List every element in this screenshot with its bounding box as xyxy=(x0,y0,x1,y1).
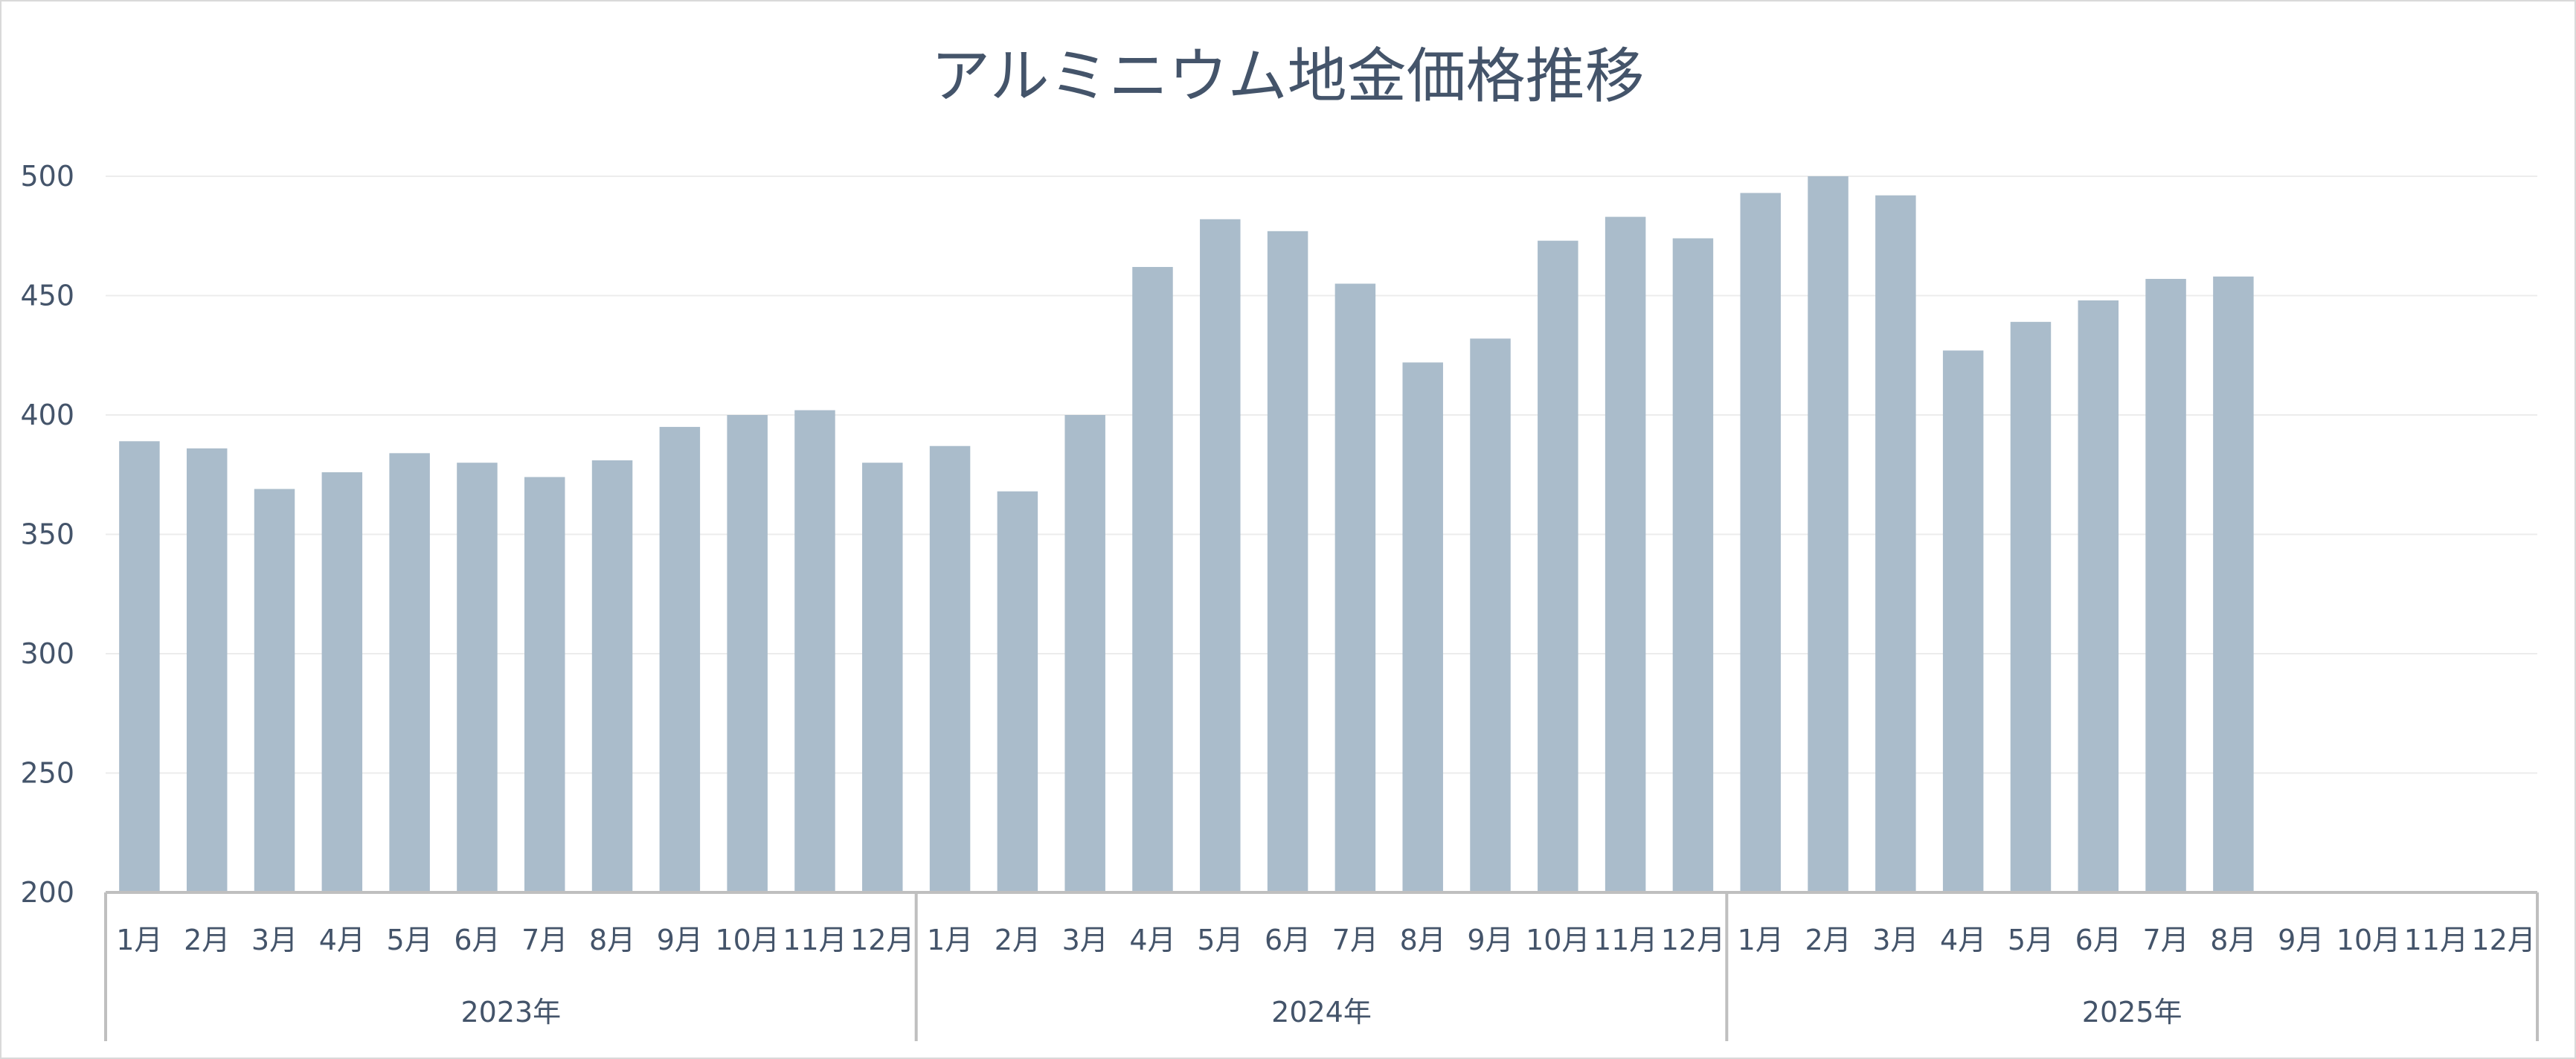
bar xyxy=(727,415,768,892)
y-tick-label: 450 xyxy=(20,280,74,312)
x-category-label: 5月 xyxy=(387,924,433,956)
x-category-label: 8月 xyxy=(2210,924,2256,956)
x-category-label: 12月 xyxy=(850,924,914,956)
x-category-label: 2月 xyxy=(995,924,1041,956)
y-tick-label: 300 xyxy=(20,637,74,670)
bar xyxy=(2145,279,2186,892)
bar xyxy=(1470,338,1511,892)
x-category-label: 11月 xyxy=(1593,924,1657,956)
x-category-label: 12月 xyxy=(1661,924,1725,956)
bar xyxy=(591,460,633,892)
y-axis: 200 250 300 350 400 450 500 xyxy=(20,160,74,909)
x-category-label: 6月 xyxy=(454,924,500,956)
x-category-label: 9月 xyxy=(657,924,703,956)
bar xyxy=(1875,195,1916,892)
bar xyxy=(794,410,835,892)
bar xyxy=(929,445,971,892)
x-category-label: 3月 xyxy=(1872,924,1918,956)
bar xyxy=(119,441,160,892)
x-category-label: 7月 xyxy=(2142,924,2188,956)
bar xyxy=(1740,193,1781,893)
chart-title: アルミニウム地金価格推移 xyxy=(931,42,1644,111)
bar xyxy=(1605,216,1646,892)
bar xyxy=(1334,283,1376,892)
bar xyxy=(1132,266,1173,893)
x-category-label: 7月 xyxy=(521,924,568,956)
y-tick-label: 200 xyxy=(20,876,74,909)
bar xyxy=(862,463,903,892)
x-category-label: 2月 xyxy=(1805,924,1851,956)
x-category-label: 8月 xyxy=(1400,924,1446,956)
bar xyxy=(1267,231,1308,893)
x-category-label: 1月 xyxy=(927,924,973,956)
x-category-label: 11月 xyxy=(783,924,847,956)
bar xyxy=(1538,240,1578,892)
x-category-label: 6月 xyxy=(1265,924,1311,956)
y-tick-label: 350 xyxy=(20,518,74,551)
x-category-label: 5月 xyxy=(1197,924,1243,956)
bar xyxy=(254,489,295,892)
bar xyxy=(186,448,228,892)
x-category-label: 4月 xyxy=(319,924,365,956)
x-category-label: 4月 xyxy=(1129,924,1175,956)
bar xyxy=(1064,415,1105,892)
x-group-label: 2023年 xyxy=(460,996,561,1029)
x-group-label: 2025年 xyxy=(2082,996,2182,1029)
x-category-label: 1月 xyxy=(1738,924,1784,956)
x-category-label: 3月 xyxy=(1062,924,1108,956)
bars xyxy=(119,176,2254,893)
x-category-label: 4月 xyxy=(1940,924,1986,956)
x-category-label: 3月 xyxy=(251,924,298,956)
x-axis-year-labels: 2023年 2024年 2025年 xyxy=(460,996,2182,1029)
y-tick-label: 250 xyxy=(20,757,74,790)
x-category-label: 6月 xyxy=(2075,924,2121,956)
bar xyxy=(659,427,701,892)
bar xyxy=(1672,238,1714,893)
bar xyxy=(321,472,363,892)
bar xyxy=(2078,300,2119,892)
x-category-label: 7月 xyxy=(1332,924,1378,956)
bar xyxy=(1942,350,1984,893)
x-category-label: 1月 xyxy=(116,924,162,956)
bar xyxy=(997,491,1038,892)
y-tick-label: 500 xyxy=(20,160,74,193)
bar xyxy=(1200,219,1241,892)
bar xyxy=(1808,176,1849,892)
y-tick-label: 400 xyxy=(20,399,74,431)
x-category-label: 2月 xyxy=(184,924,230,956)
x-category-label: 9月 xyxy=(1467,924,1513,956)
bar xyxy=(389,453,430,892)
x-category-label: 5月 xyxy=(2008,924,2054,956)
bar xyxy=(2213,276,2254,892)
x-category-label: 8月 xyxy=(589,924,635,956)
bar xyxy=(2010,321,2052,892)
x-category-label: 12月 xyxy=(2471,924,2535,956)
x-category-label: 11月 xyxy=(2404,924,2468,956)
bar xyxy=(524,477,565,892)
x-axis-category-labels: 1月 2月 3月 4月 5月 6月 7月 8月 9月 10月 11月 12月 1月 2月 3月 4月 5月 6月 7… xyxy=(116,924,2535,956)
x-category-label: 9月 xyxy=(2278,924,2324,956)
x-category-label: 10月 xyxy=(715,924,779,956)
gridlines xyxy=(106,176,2537,774)
x-category-label: 10月 xyxy=(2336,924,2400,956)
x-category-label: 10月 xyxy=(1526,924,1590,956)
x-axis xyxy=(104,891,2539,1041)
bar xyxy=(1402,362,1443,892)
x-group-label: 2024年 xyxy=(1271,996,1372,1029)
bar xyxy=(457,463,498,892)
